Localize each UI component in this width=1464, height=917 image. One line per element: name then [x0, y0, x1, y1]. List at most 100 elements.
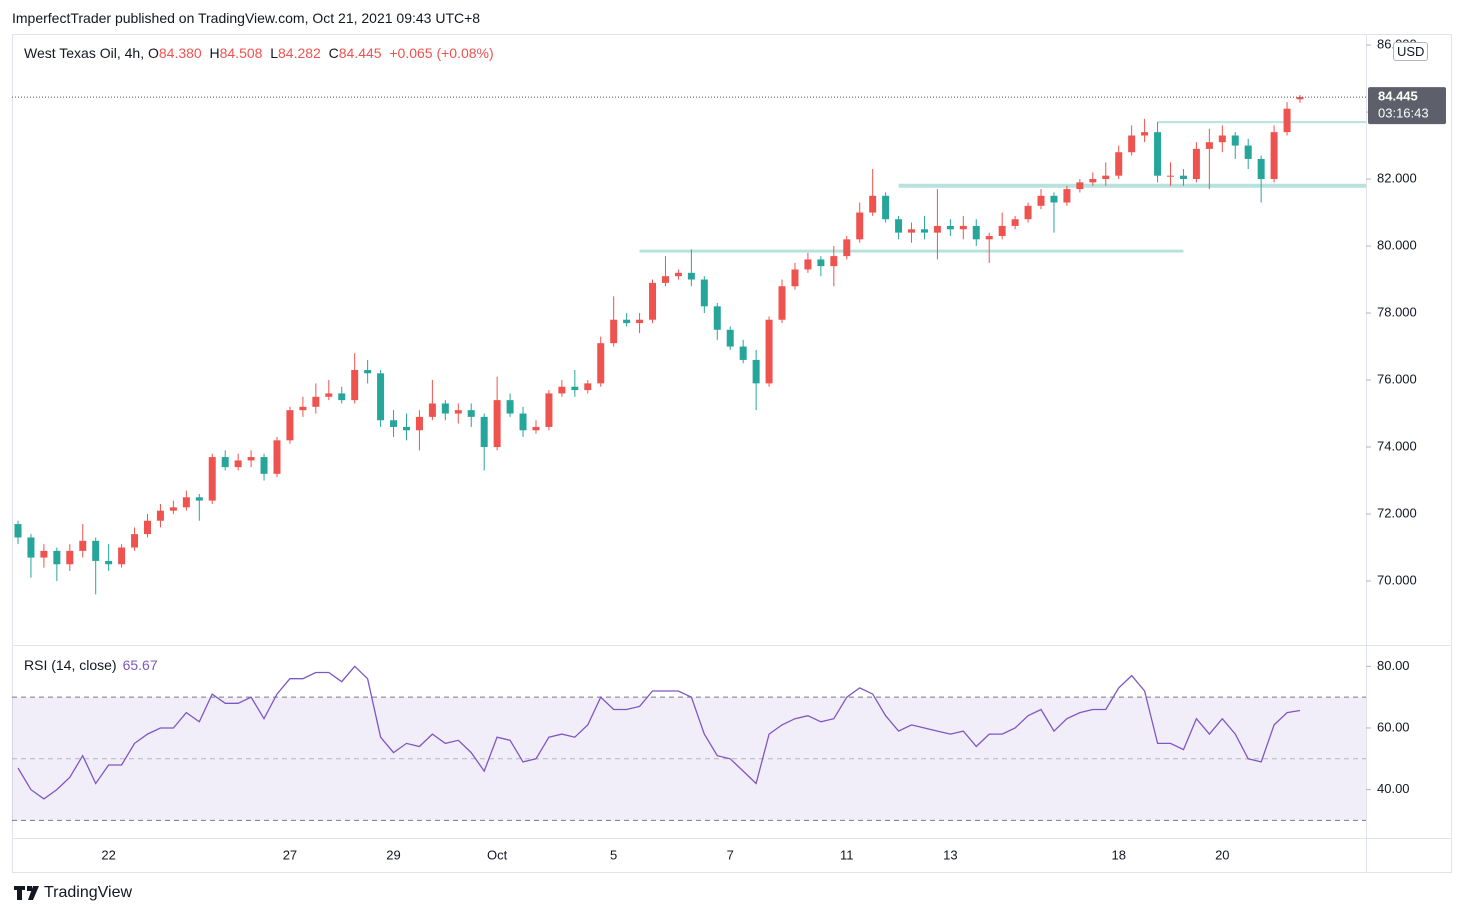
- candle-body: [636, 319, 644, 324]
- candle-body: [519, 413, 527, 431]
- y-tick-label: 76.000: [1377, 371, 1417, 386]
- candle-body: [195, 497, 203, 501]
- y-tick-label: 72.000: [1377, 505, 1417, 520]
- header: ImperfectTrader published on TradingView…: [12, 10, 481, 26]
- footer: TradingView: [14, 884, 132, 902]
- candle-body: [571, 386, 579, 391]
- x-tick-label: 29: [386, 847, 400, 862]
- candle-body: [908, 229, 916, 233]
- candle-body: [454, 410, 462, 414]
- candle-body: [1244, 145, 1252, 159]
- candle-body: [286, 410, 294, 441]
- ohlc-value: 84.508: [219, 45, 263, 61]
- marks: 70.000 72.000 74.000 76.000 78.000 80.000 82.0…: [12, 36, 1446, 862]
- rsi-y-tick-label: 80.00: [1377, 658, 1410, 673]
- candle-body: [597, 343, 605, 384]
- rsi-value: 65.67: [122, 657, 158, 673]
- candle-body: [739, 346, 747, 360]
- candle-body: [92, 540, 100, 561]
- countdown: 03:16:43: [1378, 106, 1429, 121]
- candle-body: [402, 426, 410, 431]
- candle-body: [985, 235, 993, 240]
- x-tick-label: 13: [943, 847, 957, 862]
- candle-body: [40, 550, 48, 558]
- candle-body: [1128, 135, 1136, 153]
- x-tick-label: 22: [101, 847, 115, 862]
- candle-body: [131, 534, 139, 548]
- candle-body: [687, 272, 695, 280]
- candle-body: [1089, 179, 1097, 183]
- candle-body: [143, 520, 151, 535]
- logo: [14, 886, 39, 900]
- x-tick-label: Oct: [487, 847, 508, 862]
- ohlc-value: 84.445: [338, 45, 382, 61]
- footer-text: TradingView: [44, 884, 133, 901]
- candle-body: [14, 524, 22, 538]
- candle-body: [1218, 135, 1226, 143]
- rsi-y-tick-label: 60.00: [1377, 719, 1410, 734]
- candle-body: [428, 403, 436, 417]
- rsi-line: [17, 665, 1301, 800]
- x-tick-label: 7: [727, 847, 734, 862]
- candle-body: [765, 319, 773, 384]
- candle-body: [726, 329, 734, 347]
- candle-body: [325, 393, 333, 397]
- x-tick-label: 11: [840, 847, 854, 862]
- ohlc-value: 84.380: [158, 45, 202, 61]
- candle-body: [1141, 132, 1149, 136]
- candle-body: [959, 225, 967, 230]
- candle-body: [441, 403, 449, 414]
- ohlc-key: L: [270, 45, 279, 61]
- candle-body: [1063, 189, 1071, 203]
- candle-body: [674, 272, 682, 277]
- candle-body: [156, 510, 164, 521]
- ohlc-key: C: [328, 45, 339, 61]
- candle-body: [532, 426, 540, 431]
- x-tick-label: 18: [1111, 847, 1125, 862]
- candle-body: [791, 269, 799, 287]
- candle-body: [946, 225, 954, 230]
- candle-body: [1011, 219, 1019, 226]
- candle-body: [312, 396, 320, 407]
- change: +0.065 (+0.08%): [389, 45, 494, 61]
- candle-body: [752, 359, 760, 384]
- candle-body: [804, 259, 812, 270]
- candle-body: [118, 547, 126, 565]
- candle-body: [895, 219, 903, 233]
- candle-body: [364, 369, 372, 374]
- candle-body: [661, 276, 669, 283]
- candle-body: [299, 406, 307, 411]
- x-tick-label: 5: [610, 847, 617, 862]
- candle-body: [506, 400, 514, 414]
- candle-body: [1296, 97, 1304, 100]
- currency-button[interactable]: USD: [1393, 42, 1429, 61]
- candle-body: [247, 457, 255, 461]
- candle-body: [882, 195, 890, 220]
- candle-body: [558, 386, 566, 394]
- candle-body: [610, 319, 618, 344]
- symbol: West Texas Oil, 4h,: [24, 45, 145, 61]
- y-tick-label: 78.000: [1377, 304, 1417, 319]
- candle-body: [182, 497, 190, 508]
- ohlc-key: H: [209, 45, 220, 61]
- rsi-title: RSI (14, close): [24, 657, 117, 673]
- candle-body: [1050, 195, 1058, 203]
- candle-body: [998, 225, 1006, 236]
- candle-body: [1283, 108, 1291, 133]
- candle-body: [79, 540, 87, 551]
- candle-body: [1192, 148, 1200, 180]
- last-price-box: [1368, 87, 1446, 125]
- candle-body: [545, 393, 553, 427]
- candle-body: [700, 279, 708, 307]
- y-tick-label: 82.000: [1377, 170, 1417, 185]
- candle-body: [66, 550, 74, 565]
- candle-body: [713, 306, 721, 330]
- candle-body: [221, 457, 229, 468]
- candle-body: [649, 282, 657, 320]
- candle-body: [493, 400, 501, 448]
- ohlc-key: O: [147, 45, 159, 61]
- candle-body: [53, 550, 61, 565]
- rsi-legend: RSI (14, close) 65.67: [24, 657, 158, 673]
- candle-body: [1037, 195, 1045, 206]
